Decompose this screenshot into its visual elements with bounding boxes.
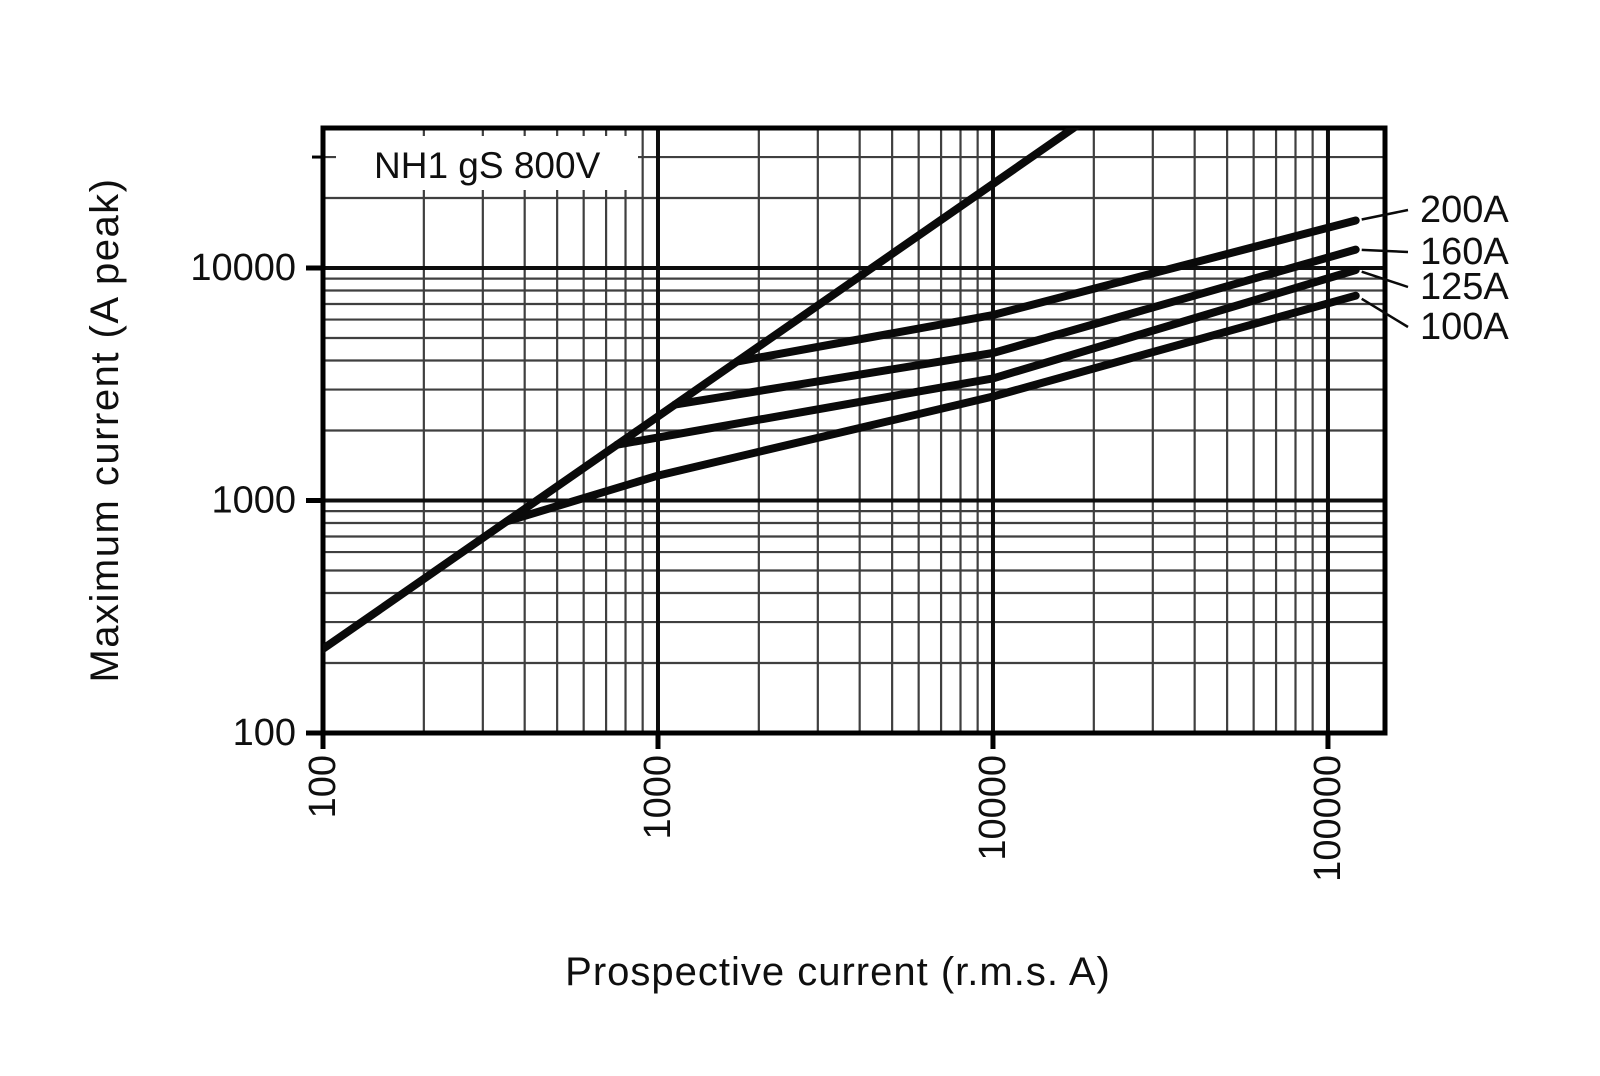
curve-fuse-200A xyxy=(733,216,1360,366)
curve-fuse-100A xyxy=(502,291,1360,526)
curve-label-100A: 100A xyxy=(1420,306,1509,348)
x-axis-title: Prospective current (r.m.s. A) xyxy=(565,950,1111,994)
plot-title-box xyxy=(336,136,638,190)
leader-line-160A xyxy=(1361,248,1409,254)
y-tick-label-100: 100 xyxy=(233,712,296,754)
curve-fuse-160A xyxy=(671,245,1360,409)
curve-label-125A: 125A xyxy=(1420,266,1509,308)
plot-border xyxy=(320,125,1388,736)
leader-line-125A xyxy=(1361,270,1409,289)
x-tick-label-10000: 10000 xyxy=(972,755,1014,861)
y-tick-label-10000: 10000 xyxy=(190,247,296,289)
plot-title: NH1 gS 800V xyxy=(374,145,601,186)
series-group xyxy=(323,128,1360,653)
curve-fuse-125A xyxy=(613,266,1360,449)
y-axis-title: Maximum current (A peak) xyxy=(83,177,127,682)
x-tick-label-100000: 100000 xyxy=(1307,755,1349,882)
leader-line-200A xyxy=(1361,208,1409,221)
leader-line-100A xyxy=(1361,297,1409,329)
curve-label-160A: 160A xyxy=(1420,231,1509,273)
y-tick-label-1000: 1000 xyxy=(211,479,296,521)
x-tick-label-100: 100 xyxy=(302,755,344,818)
curve-peak-asymptote xyxy=(323,128,1081,653)
curve-label-200A: 200A xyxy=(1420,189,1509,231)
x-tick-label-1000: 1000 xyxy=(637,755,679,840)
